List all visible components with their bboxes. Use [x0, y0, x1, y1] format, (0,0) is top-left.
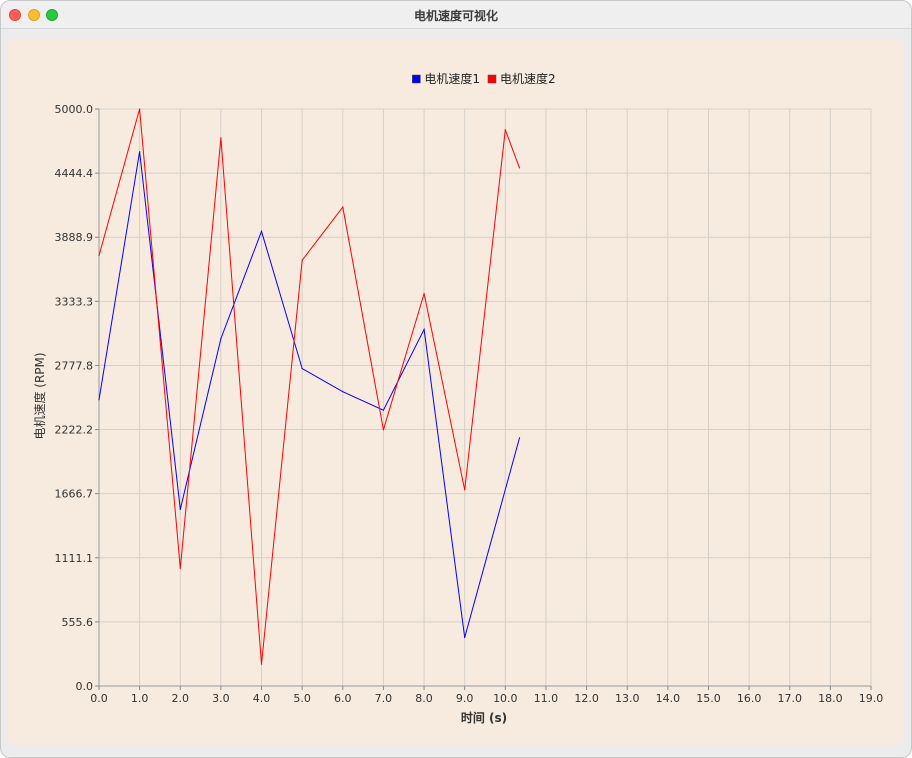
- x-tick-label: 11.0: [534, 692, 559, 705]
- window-title: 电机速度可视化: [413, 9, 498, 23]
- x-tick-label: 8.0: [415, 692, 433, 705]
- data-point: [301, 259, 303, 261]
- x-tick-label: 5.0: [293, 692, 311, 705]
- data-point: [382, 429, 385, 431]
- x-tick-label: 17.0: [777, 692, 802, 705]
- data-point: [139, 151, 141, 153]
- x-tick-label: 15.0: [696, 692, 721, 705]
- chart-panel: 0.0 1.0 2.0 3.0 4.0 5.0 6.0 7.0 8.0 9.0 10.0 11.0 12…: [8, 39, 904, 745]
- x-tick-label: 1.0: [131, 692, 149, 705]
- y-tick-label: 3333.3: [55, 295, 94, 308]
- y-tick-label: 1666.7: [55, 488, 94, 501]
- data-point: [382, 409, 385, 411]
- minimize-window-button[interactable]: [28, 9, 40, 21]
- data-point: [220, 137, 222, 139]
- x-tick-label: 0.0: [90, 692, 108, 705]
- x-tick-label: 14.0: [656, 692, 681, 705]
- legend-swatch: [412, 74, 421, 84]
- x-tick-label: 9.0: [456, 692, 474, 705]
- data-point: [423, 328, 425, 331]
- data-point: [518, 167, 521, 169]
- x-tick-label: 16.0: [737, 692, 762, 705]
- data-point: [301, 368, 303, 370]
- legend-item-2: 电机速度2: [487, 71, 556, 86]
- data-point: [260, 230, 263, 232]
- x-axis-label: 时间 (s): [461, 710, 507, 725]
- x-tick-label: 7.0: [375, 692, 393, 705]
- data-point: [423, 293, 425, 295]
- x-tick-label: 18.0: [818, 692, 843, 705]
- x-tick-label: 12.0: [574, 692, 599, 705]
- y-axis-label: 电机速度 (RPM): [32, 352, 47, 439]
- x-tick-label: 6.0: [334, 692, 352, 705]
- y-tick-label: 4444.4: [55, 167, 94, 180]
- data-point: [342, 206, 344, 208]
- y-tick-label: 555.6: [62, 616, 94, 629]
- y-tick-label: 2777.8: [55, 359, 94, 372]
- close-window-button[interactable]: [9, 9, 21, 21]
- axes: 0.0 1.0 2.0 3.0 4.0 5.0 6.0 7.0 8.0 9.0 10.0 11.0 12…: [55, 103, 884, 705]
- data-point: [220, 338, 222, 340]
- x-tick-label: 4.0: [253, 692, 271, 705]
- data-point: [98, 399, 100, 401]
- y-tick-label: 5000.0: [55, 103, 94, 116]
- data-point: [98, 254, 100, 257]
- data-point: [464, 489, 466, 491]
- data-point: [464, 636, 466, 639]
- y-tick-label: 2222.2: [55, 424, 94, 437]
- data-point: [518, 437, 521, 439]
- x-tick-label: 2.0: [172, 692, 190, 705]
- x-tick-label: 10.0: [493, 692, 518, 705]
- series-lines: [98, 108, 521, 665]
- data-point: [342, 391, 344, 393]
- series-line-1: [98, 151, 520, 638]
- title-bar: 电机速度可视化: [1, 1, 911, 29]
- y-tick-label: 1111.1: [55, 552, 94, 565]
- line-chart: 0.0 1.0 2.0 3.0 4.0 5.0 6.0 7.0 8.0 9.0 10.0 11.0 12…: [32, 71, 884, 725]
- data-point: [504, 129, 506, 131]
- y-tick-label: 3888.9: [55, 231, 94, 244]
- series-line-2: [98, 108, 520, 665]
- legend-label: 电机速度2: [500, 71, 556, 86]
- data-point: [139, 108, 141, 110]
- legend-item-1: 电机速度1: [412, 71, 480, 86]
- y-tick-label: 0.0: [76, 680, 94, 693]
- x-tick-label: 13.0: [615, 692, 640, 705]
- legend: 电机速度1 电机速度2: [412, 71, 556, 86]
- legend-label: 电机速度1: [424, 71, 480, 86]
- x-tick-label: 19.0: [859, 692, 884, 705]
- x-tick-label: 3.0: [212, 692, 230, 705]
- grid: [98, 108, 872, 687]
- data-point: [179, 508, 181, 511]
- data-point: [179, 567, 181, 569]
- maximize-window-button[interactable]: [46, 9, 58, 21]
- legend-swatch: [487, 74, 497, 84]
- data-point: [260, 663, 263, 665]
